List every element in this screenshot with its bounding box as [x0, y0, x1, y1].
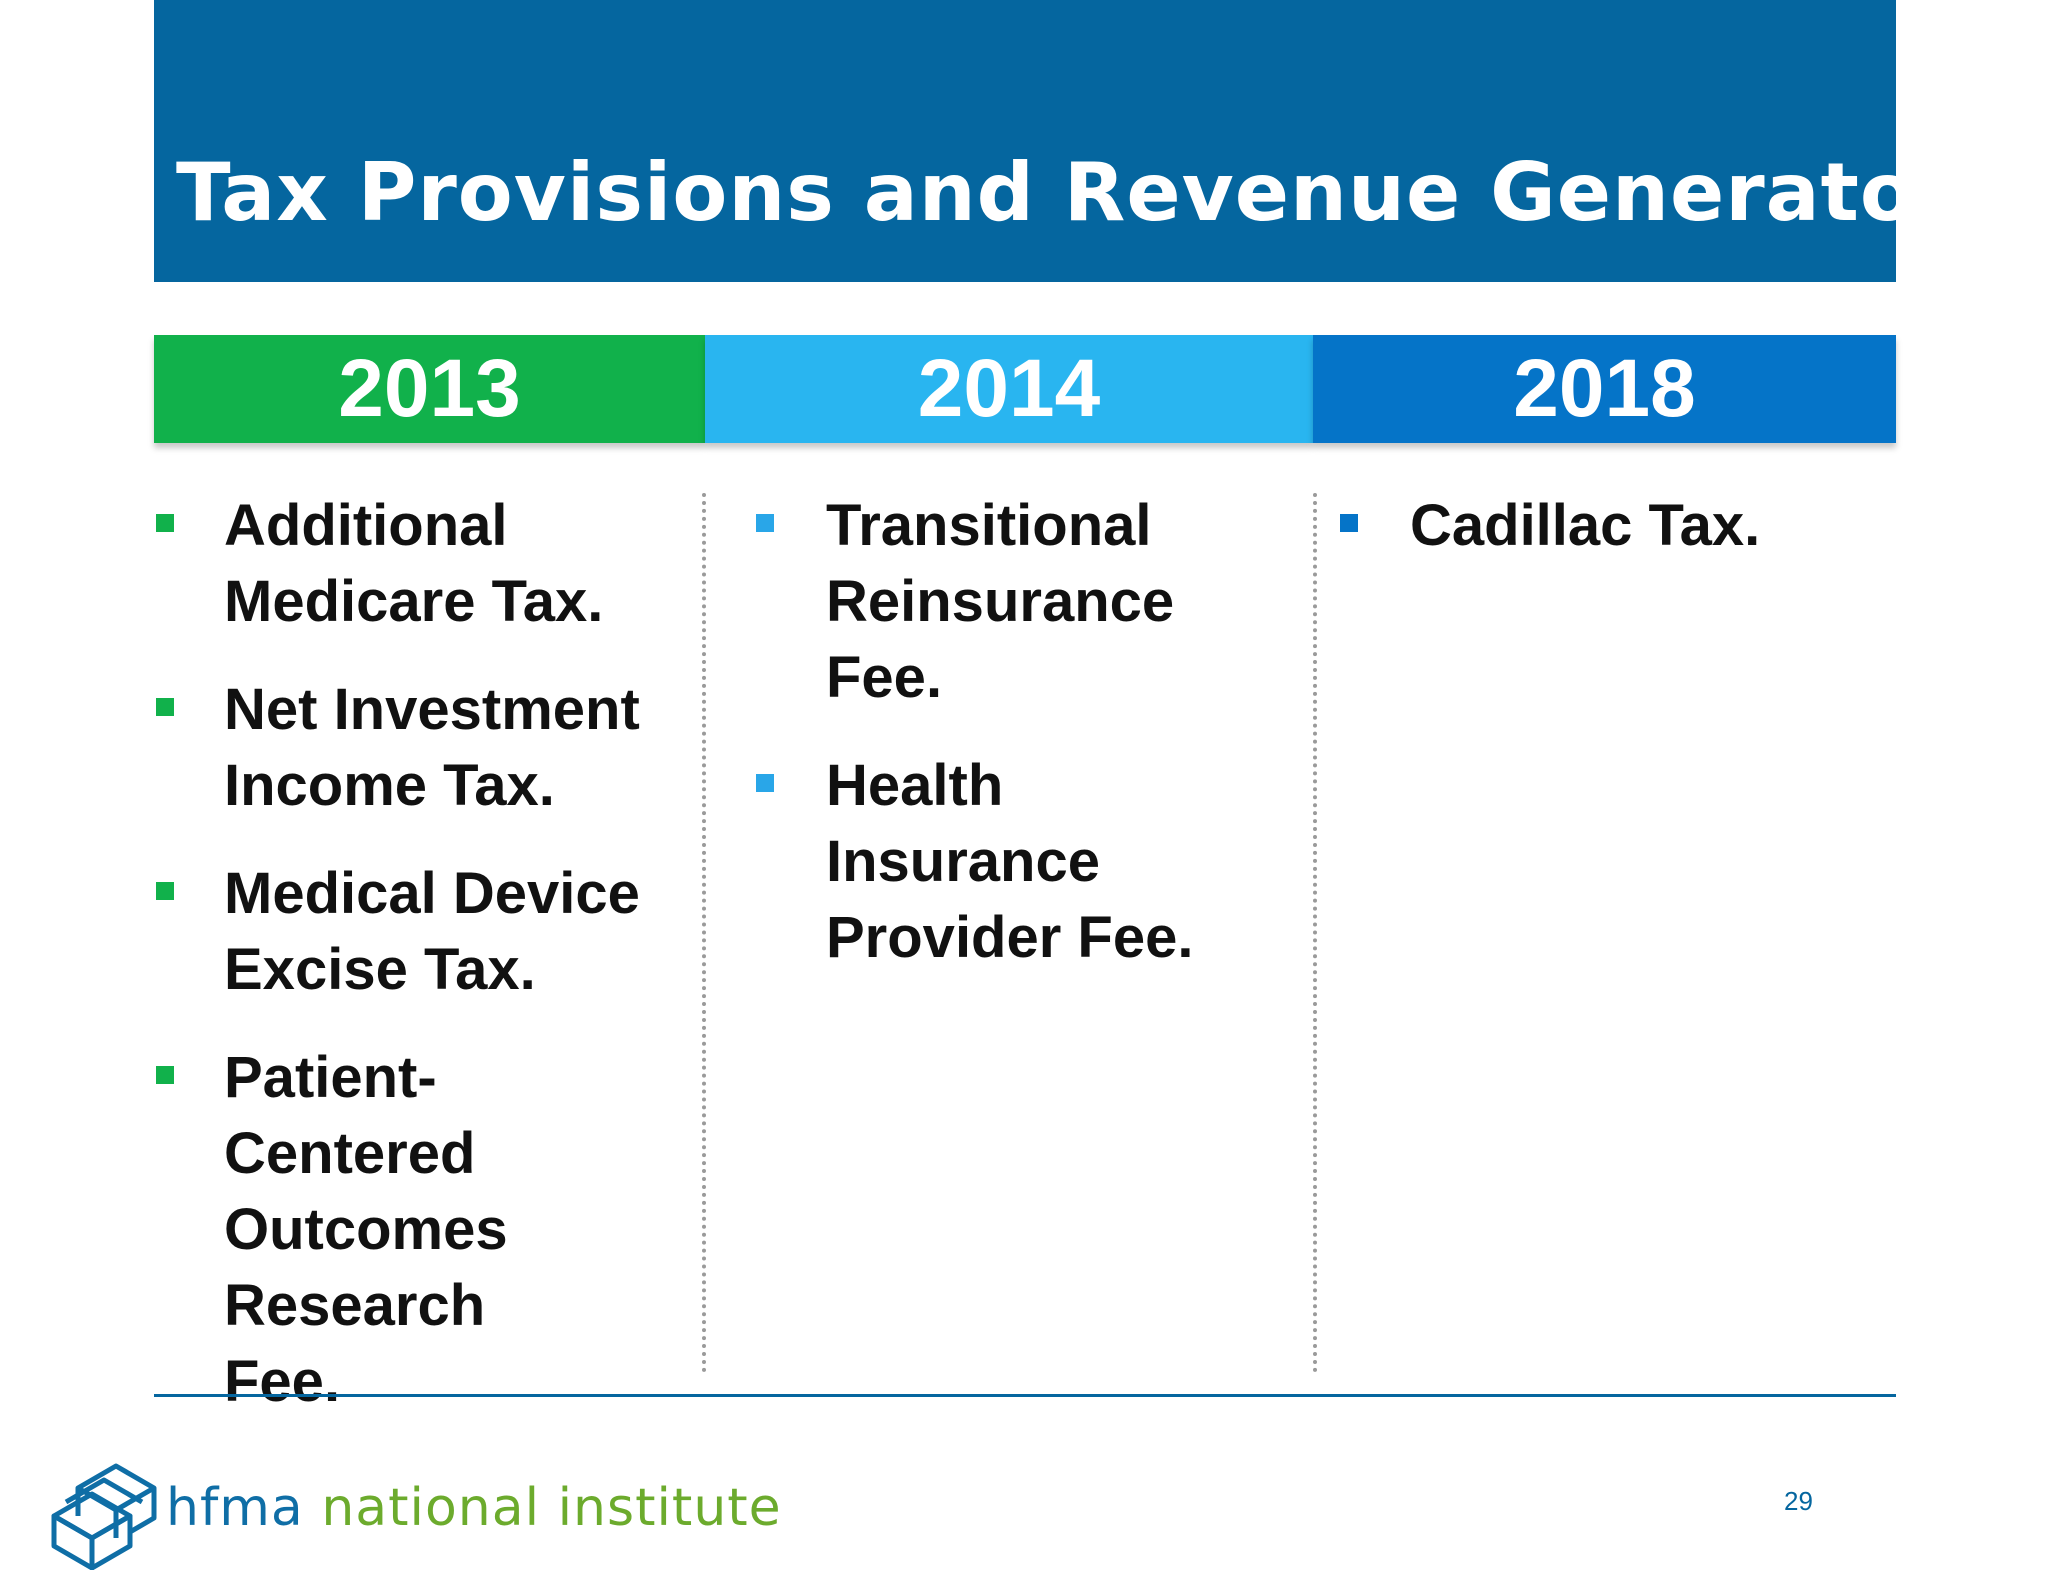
slide-title: Tax Provisions and Revenue Generators	[176, 146, 2005, 239]
item-text: Patient-Centered Outcomes Research Fee.	[224, 1045, 508, 1414]
item-text: Cadillac Tax.	[1410, 493, 1761, 558]
year-header-2013: 2013	[154, 335, 705, 443]
list-item: Patient-Centered Outcomes Research Fee.	[154, 1040, 694, 1420]
year-header-2018: 2018	[1313, 335, 1896, 443]
item-text: Net Investment Income Tax.	[224, 677, 640, 818]
bullet-icon	[156, 1066, 174, 1084]
column-2018: Cadillac Tax.	[1340, 488, 1880, 596]
column-2014: Transitional Reinsurance Fee. Health Ins…	[756, 488, 1296, 1008]
list-item: Net Investment Income Tax.	[154, 672, 694, 824]
item-text: Transitional Reinsurance Fee.	[826, 493, 1175, 710]
hfma-logo-text: hfma national institute	[166, 1478, 782, 1538]
page-number: 29	[1784, 1486, 1813, 1516]
bullet-icon	[756, 514, 774, 532]
list-item: Medical Device Excise Tax.	[154, 856, 694, 1008]
column-2013: Additional Medicare Tax. Net Investment …	[154, 488, 694, 1452]
year-header-2014: 2014	[705, 335, 1313, 443]
list-item: Transitional Reinsurance Fee.	[756, 488, 1296, 716]
logo-name: national institute	[303, 1478, 782, 1538]
list-item: Health Insurance Provider Fee.	[756, 748, 1296, 976]
bullet-icon	[756, 774, 774, 792]
column-divider	[702, 493, 706, 1373]
column-divider	[1313, 493, 1317, 1373]
list-item: Cadillac Tax.	[1340, 488, 1880, 564]
bullet-icon	[156, 514, 174, 532]
footer-divider	[154, 1394, 1896, 1397]
title-bar: Tax Provisions and Revenue Generators	[154, 0, 2004, 282]
list-item: Additional Medicare Tax.	[154, 488, 694, 640]
item-text: Health Insurance Provider Fee.	[826, 753, 1194, 970]
hfma-cube-logo-icon	[51, 1463, 157, 1570]
bullet-icon	[156, 882, 174, 900]
bullet-icon	[1340, 514, 1358, 532]
bullet-icon	[156, 698, 174, 716]
item-text: Medical Device Excise Tax.	[224, 861, 640, 1002]
logo-brand: hfma	[166, 1478, 304, 1538]
item-text: Additional Medicare Tax.	[224, 493, 604, 634]
